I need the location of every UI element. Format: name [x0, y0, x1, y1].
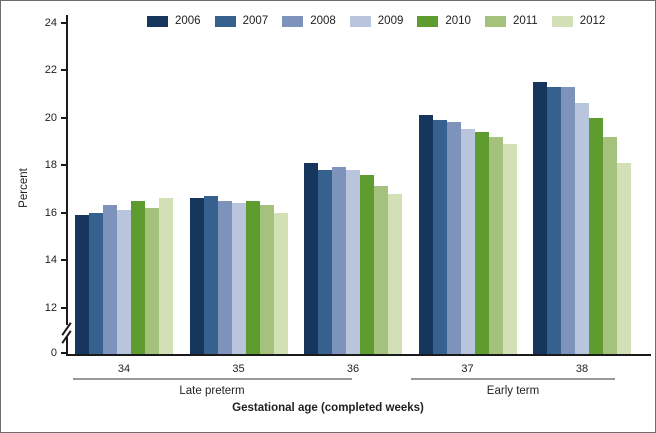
x-axis-line	[66, 354, 651, 356]
legend-item: 2006	[147, 15, 201, 28]
axis-break-mask	[64, 325, 70, 337]
legend-item: 2011	[484, 15, 538, 28]
legend-swatch-2007	[214, 16, 236, 27]
legend-swatch-2012	[551, 16, 573, 27]
y-axis-line	[66, 15, 68, 356]
chart-legend: 2006 2007 2008 2009 2010 2011 2012	[147, 15, 619, 28]
legend-item: 2008	[282, 15, 336, 28]
x-tick-label-34: 34	[117, 363, 131, 375]
bar-2012-week38	[617, 162, 631, 355]
legend-item: 2012	[551, 15, 606, 28]
bar-2011-week36	[374, 186, 388, 355]
bar-2006-week36	[304, 162, 318, 355]
bar-2006-week35	[189, 198, 204, 355]
legend-label: 2009	[377, 15, 404, 27]
bar-2009-week36	[346, 169, 360, 355]
late-preterm-bracket-line	[73, 378, 352, 380]
y-tick-16	[61, 211, 67, 214]
x-axis-title: Gestational age (completed weeks)	[232, 402, 424, 414]
early-term-bracket-line	[411, 378, 615, 380]
bar-2011-week37	[488, 136, 503, 355]
y-tick-label-22: 22	[44, 64, 57, 76]
early-term-label: Early term	[486, 385, 540, 397]
bar-2010-week34	[131, 200, 145, 355]
legend-label: 2006	[175, 15, 201, 27]
legend-item: 2009	[349, 15, 404, 28]
legend-swatch-2009	[349, 16, 371, 27]
bar-2009-week35	[231, 203, 246, 355]
bar-2012-week36	[388, 193, 402, 355]
x-tick-label-36: 36	[346, 363, 360, 375]
legend-swatch-2010	[417, 16, 439, 27]
y-tick-label-14: 14	[44, 254, 57, 266]
legend-label: 2010	[445, 15, 471, 27]
bar-2012-week37	[502, 143, 517, 355]
bar-2008-week38	[561, 86, 575, 355]
bar-2007-week36	[318, 169, 332, 355]
bar-2008-week37	[446, 122, 461, 355]
bar-2007-week37	[432, 119, 447, 355]
y-tick-22	[61, 69, 67, 71]
bar-2010-week36	[360, 174, 374, 355]
y-tick-18	[61, 164, 67, 166]
bar-2010-week35	[245, 200, 260, 355]
legend-item: 2010	[417, 15, 471, 28]
x-tick-label-38: 38	[575, 363, 589, 375]
bar-2008-week35	[217, 200, 232, 355]
legend-label: 2011	[512, 15, 538, 27]
late-preterm-label: Late preterm	[179, 385, 245, 397]
bar-2009-week34	[117, 210, 131, 355]
bar-2011-week35	[259, 205, 274, 355]
bar-2012-week34	[159, 198, 173, 355]
bar-2007-week34	[89, 212, 103, 355]
bar-2009-week38	[575, 103, 589, 355]
bar-2007-week38	[547, 86, 561, 355]
bar-2011-week34	[145, 207, 159, 355]
bar-2006-week38	[533, 81, 547, 355]
legend-label: 2007	[242, 15, 269, 27]
y-tick-24	[61, 21, 67, 24]
bar-2011-week38	[603, 136, 617, 355]
bar-2006-week37	[418, 115, 433, 355]
y-tick-label-24: 24	[44, 16, 57, 29]
bar-2008-week34	[103, 205, 117, 355]
y-tick-label-20: 20	[44, 111, 57, 124]
bar-2010-week37	[474, 131, 489, 355]
bar-2008-week36	[332, 167, 346, 355]
y-tick-12	[61, 306, 67, 309]
legend-item: 2007	[214, 15, 269, 28]
y-axis-title: Percent	[18, 168, 30, 208]
y-tick-0	[61, 352, 67, 354]
legend-swatch-2008	[282, 16, 304, 27]
bar-2007-week35	[203, 195, 218, 355]
legend-swatch-2011	[484, 16, 506, 27]
y-tick-label-18: 18	[44, 159, 57, 171]
y-tick-20	[61, 116, 67, 119]
y-tick-label-12: 12	[44, 301, 57, 314]
y-tick-14	[61, 259, 67, 261]
bar-2009-week37	[460, 129, 475, 355]
legend-label: 2012	[579, 15, 606, 27]
y-tick-label-16: 16	[44, 206, 57, 219]
x-tick-label-35: 35	[232, 363, 245, 375]
bar-2010-week38	[589, 117, 603, 355]
y-tick-label-0: 0	[50, 347, 57, 359]
legend-label: 2008	[310, 15, 336, 27]
bar-2006-week34	[75, 214, 89, 355]
x-tick-label-37: 37	[461, 363, 474, 375]
legend-swatch-2006	[147, 16, 168, 27]
bar-2012-week35	[273, 212, 288, 355]
